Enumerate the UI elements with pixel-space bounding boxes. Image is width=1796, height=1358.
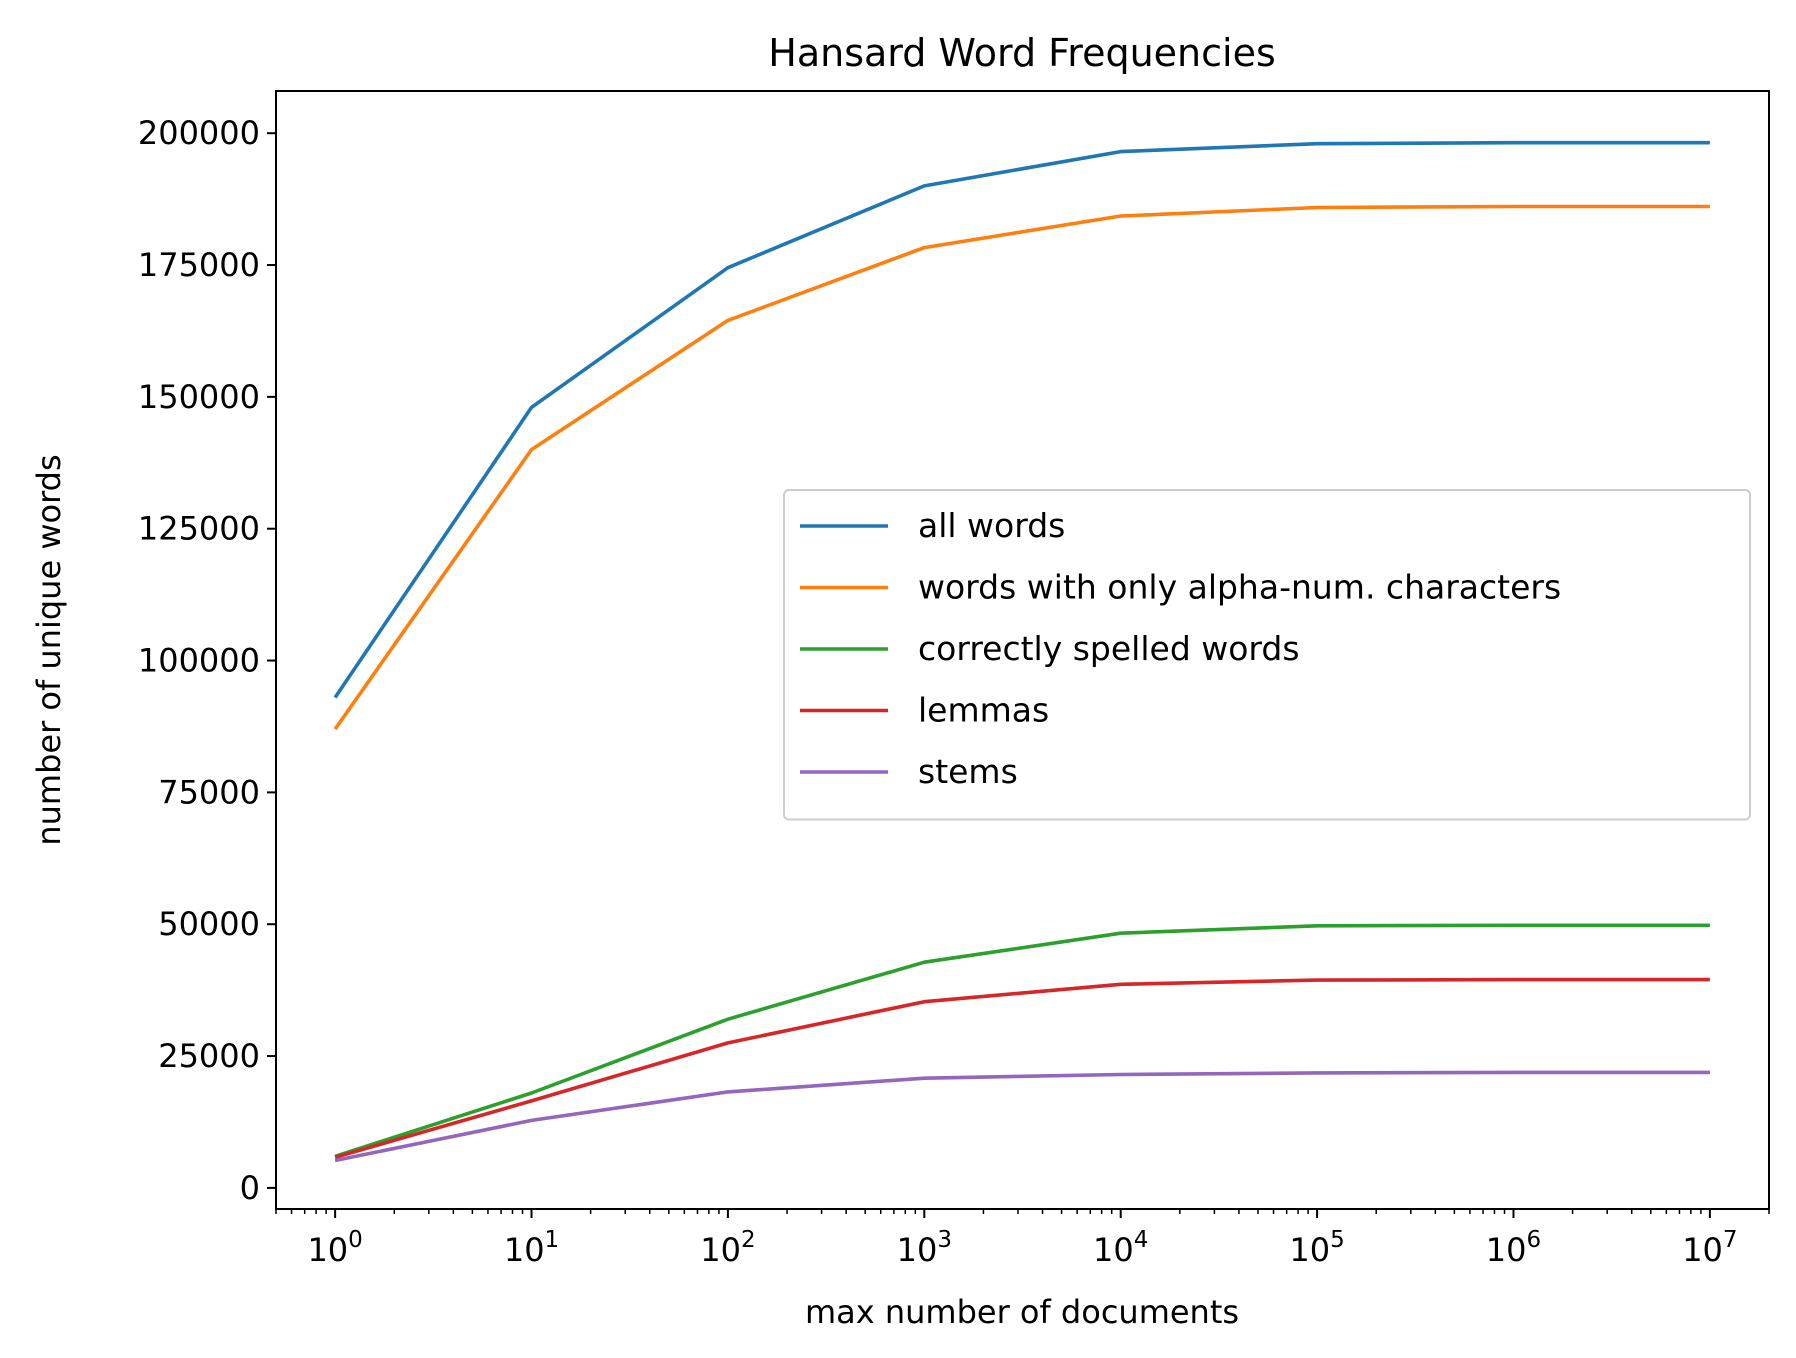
legend: all words words with only alpha-num. char… <box>783 489 1751 821</box>
legend-label: all words <box>918 506 1065 545</box>
y-tick-label: 75000 <box>158 773 260 811</box>
x-tick-label: 104 <box>1093 1227 1148 1269</box>
x-tick-label: 102 <box>700 1227 755 1269</box>
x-tick-label: 107 <box>1682 1227 1737 1269</box>
legend-label: correctly spelled words <box>918 629 1300 668</box>
series-line <box>334 1070 1710 1163</box>
series-line <box>334 923 1710 1159</box>
legend-label: lemmas <box>918 691 1049 730</box>
x-tick-label: 106 <box>1486 1227 1541 1269</box>
legend-label: stems <box>918 752 1018 791</box>
y-tick-label: 150000 <box>138 378 260 416</box>
x-tick-label: 101 <box>504 1227 559 1269</box>
plot-area: 0 25000 50000 75000 100000 125000 150000 175000… <box>138 114 1770 1269</box>
y-tick-label: 175000 <box>138 246 260 284</box>
y-tick-label: 25000 <box>158 1037 260 1075</box>
series-line <box>333 140 1710 699</box>
y-axis-label: number of unique words <box>30 454 68 845</box>
series-line <box>333 204 1710 731</box>
y-tick-label: 50000 <box>158 905 260 943</box>
y-tick-label: 200000 <box>138 114 260 152</box>
x-tick-label: 105 <box>1289 1227 1344 1269</box>
x-axis-label: max number of documents <box>805 1293 1239 1331</box>
series-line <box>334 977 1710 1160</box>
x-tick-label: 100 <box>307 1227 362 1269</box>
y-tick-label: 0 <box>240 1169 260 1207</box>
chart-title: Hansard Word Frequencies <box>768 31 1276 75</box>
y-tick-label: 125000 <box>138 510 260 548</box>
x-tick-label: 103 <box>897 1227 952 1269</box>
plot-frame <box>275 90 1770 1210</box>
y-tick-label: 100000 <box>138 642 260 680</box>
legend-label: words with only alpha-num. characters <box>918 568 1561 607</box>
legend-box <box>783 489 1751 821</box>
